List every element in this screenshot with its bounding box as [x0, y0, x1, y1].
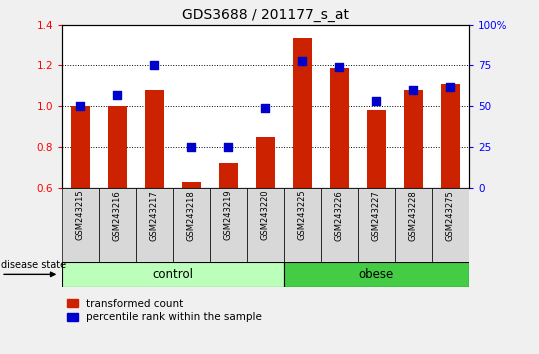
Text: obese: obese	[359, 268, 394, 281]
Bar	[108, 106, 127, 188]
Point	[298, 58, 307, 63]
Title: GDS3688 / 201177_s_at: GDS3688 / 201177_s_at	[182, 8, 349, 22]
Point	[113, 92, 122, 98]
Bar	[395, 188, 432, 262]
Point	[409, 87, 418, 93]
Point	[224, 144, 233, 150]
Bar	[71, 106, 89, 188]
Point	[150, 63, 159, 68]
Bar	[247, 188, 284, 262]
Bar	[62, 188, 99, 262]
Bar	[256, 137, 275, 188]
Bar	[358, 188, 395, 262]
Text: GSM243220: GSM243220	[261, 190, 270, 240]
Bar	[62, 262, 284, 287]
Text: GSM243228: GSM243228	[409, 190, 418, 241]
Text: GSM243218: GSM243218	[187, 190, 196, 241]
Text: GSM243217: GSM243217	[150, 190, 159, 241]
Text: control: control	[153, 268, 194, 281]
Text: GSM243219: GSM243219	[224, 190, 233, 240]
Point	[372, 98, 381, 104]
Point	[261, 105, 270, 111]
Bar	[99, 188, 136, 262]
Bar	[145, 90, 164, 188]
Bar	[210, 188, 247, 262]
Bar	[284, 188, 321, 262]
Bar	[182, 182, 201, 188]
Text: GSM243225: GSM243225	[298, 190, 307, 240]
Text: GSM243275: GSM243275	[446, 190, 455, 241]
Bar	[284, 262, 469, 287]
Text: disease state: disease state	[1, 261, 66, 270]
Bar	[219, 163, 238, 188]
Point	[335, 64, 344, 70]
Legend: transformed count, percentile rank within the sample: transformed count, percentile rank withi…	[67, 299, 262, 322]
Bar	[367, 110, 386, 188]
Bar	[293, 38, 312, 188]
Bar	[330, 68, 349, 188]
Point	[187, 144, 196, 150]
Bar	[321, 188, 358, 262]
Bar	[441, 84, 460, 188]
Text: GSM243226: GSM243226	[335, 190, 344, 241]
Point	[76, 103, 85, 109]
Bar	[173, 188, 210, 262]
Bar	[432, 188, 469, 262]
Bar	[136, 188, 173, 262]
Text: GSM243215: GSM243215	[76, 190, 85, 240]
Text: GSM243216: GSM243216	[113, 190, 122, 241]
Point	[446, 84, 455, 90]
Text: GSM243227: GSM243227	[372, 190, 381, 241]
Bar	[404, 90, 423, 188]
